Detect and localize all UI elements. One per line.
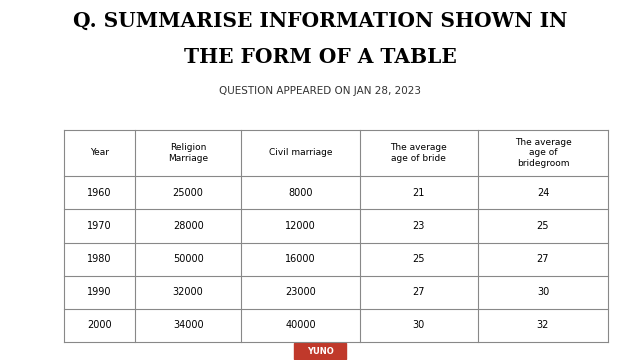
- Text: 23: 23: [413, 221, 425, 231]
- Text: 2000: 2000: [87, 320, 112, 330]
- Text: 24: 24: [537, 188, 549, 198]
- Text: 27: 27: [537, 254, 549, 264]
- Text: YUNO: YUNO: [307, 346, 333, 356]
- Text: QUESTION APPEARED ON JAN 28, 2023: QUESTION APPEARED ON JAN 28, 2023: [219, 86, 421, 96]
- Text: 32000: 32000: [173, 287, 204, 297]
- Text: 1960: 1960: [87, 188, 112, 198]
- Text: 1990: 1990: [87, 287, 112, 297]
- Text: Q. SUMMARISE INFORMATION SHOWN IN: Q. SUMMARISE INFORMATION SHOWN IN: [73, 11, 567, 31]
- Text: 16000: 16000: [285, 254, 316, 264]
- Text: 25: 25: [537, 221, 549, 231]
- Text: Civil marriage: Civil marriage: [269, 148, 332, 157]
- Text: 1970: 1970: [87, 221, 112, 231]
- Text: 34000: 34000: [173, 320, 204, 330]
- Text: 40000: 40000: [285, 320, 316, 330]
- Text: 21: 21: [413, 188, 425, 198]
- Text: The average
age of bride: The average age of bride: [390, 143, 447, 163]
- Text: Religion
Marriage: Religion Marriage: [168, 143, 208, 163]
- Text: 28000: 28000: [173, 221, 204, 231]
- Text: THE FORM OF A TABLE: THE FORM OF A TABLE: [184, 47, 456, 67]
- Text: Year: Year: [90, 148, 109, 157]
- Text: The average
age of
bridegroom: The average age of bridegroom: [515, 138, 572, 168]
- Text: 30: 30: [537, 287, 549, 297]
- Text: 50000: 50000: [173, 254, 204, 264]
- Text: 30: 30: [413, 320, 425, 330]
- Text: 27: 27: [413, 287, 425, 297]
- Text: 1980: 1980: [87, 254, 112, 264]
- Text: 32: 32: [537, 320, 549, 330]
- FancyBboxPatch shape: [294, 343, 346, 359]
- Text: 12000: 12000: [285, 221, 316, 231]
- Text: 23000: 23000: [285, 287, 316, 297]
- Text: 8000: 8000: [288, 188, 313, 198]
- Text: 25: 25: [413, 254, 425, 264]
- Text: 25000: 25000: [173, 188, 204, 198]
